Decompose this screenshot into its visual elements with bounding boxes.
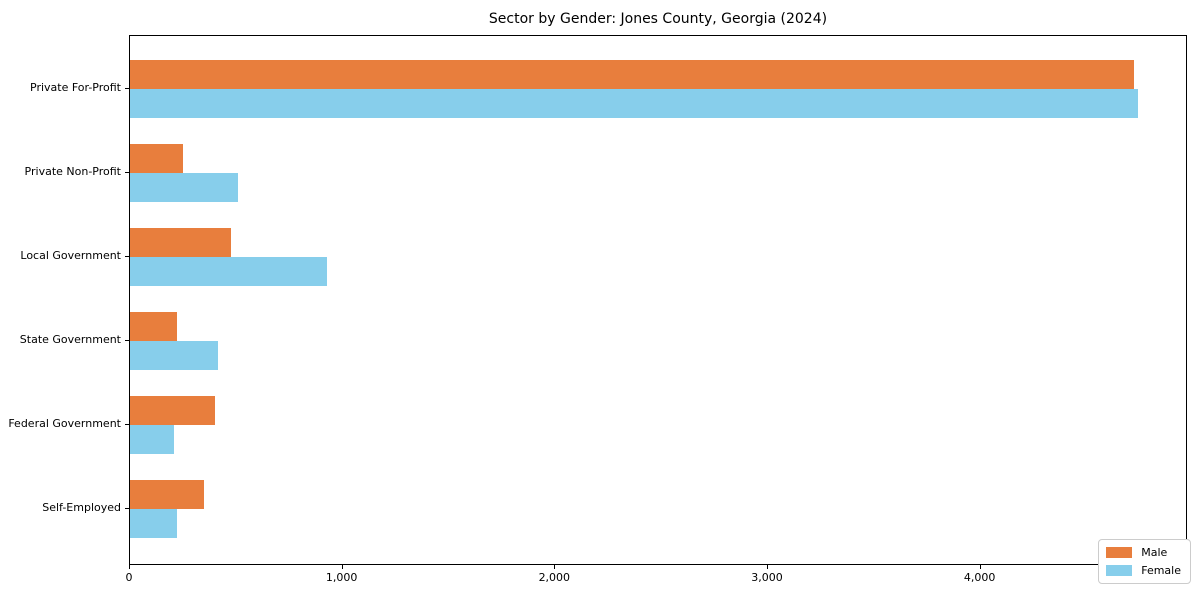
y-tick-label: Local Government <box>20 249 121 262</box>
bar-female-local-government <box>130 257 327 286</box>
y-tick-mark <box>125 172 129 173</box>
y-tick-mark <box>125 256 129 257</box>
x-tick-label: 4,000 <box>963 571 996 584</box>
legend-swatch-female <box>1106 565 1133 576</box>
bars-container <box>130 36 1186 564</box>
y-tick-label: Private Non-Profit <box>24 165 121 178</box>
x-tick-label: 0 <box>125 571 133 584</box>
legend: Male Female <box>1098 539 1191 584</box>
bar-female-private-non-profit <box>130 173 238 202</box>
y-tick-label: Private For-Profit <box>30 81 121 94</box>
x-tick-mark <box>341 565 343 569</box>
bar-male-federal-government <box>130 396 215 425</box>
x-tick-label: 2,000 <box>538 571 571 584</box>
bar-female-private-for-profit <box>130 89 1138 118</box>
bar-male-private-for-profit <box>130 60 1134 89</box>
bar-male-private-non-profit <box>130 144 183 173</box>
y-tick-mark <box>125 424 129 425</box>
legend-entry-male: Male <box>1106 546 1181 559</box>
chart-title: Sector by Gender: Jones County, Georgia … <box>488 11 828 27</box>
y-tick-label: State Government <box>19 333 121 346</box>
plot-area <box>129 35 1187 565</box>
legend-label-male: Male <box>1141 546 1168 559</box>
y-tick-label: Self-Employed <box>42 501 121 514</box>
legend-entry-female: Female <box>1106 564 1181 577</box>
y-tick-mark <box>125 88 129 89</box>
y-tick-mark <box>125 340 129 341</box>
legend-swatch-male <box>1106 547 1133 558</box>
bar-male-local-government <box>130 228 231 257</box>
bar-male-state-government <box>130 312 177 341</box>
y-tick-mark <box>125 508 129 509</box>
x-tick-mark <box>766 565 768 569</box>
bar-male-self-employed <box>130 480 204 509</box>
x-tick-mark <box>979 565 981 569</box>
legend-label-female: Female <box>1141 564 1181 577</box>
x-tick-label: 3,000 <box>751 571 783 584</box>
y-tick-label: Federal Government <box>8 417 121 430</box>
x-tick-label: 1,000 <box>325 571 358 584</box>
x-tick-mark <box>129 565 130 569</box>
x-tick-mark <box>554 565 556 569</box>
bar-female-self-employed <box>130 509 177 538</box>
bar-female-federal-government <box>130 425 174 454</box>
bar-female-state-government <box>130 341 218 370</box>
